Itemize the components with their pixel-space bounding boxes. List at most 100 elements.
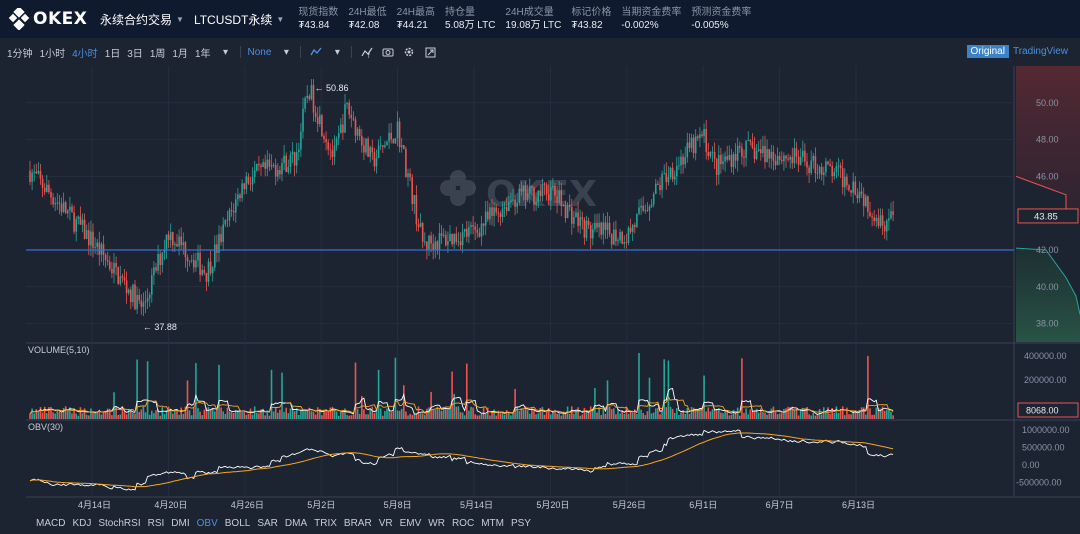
candle-body — [138, 294, 140, 301]
stat-label: 持仓量 — [445, 7, 476, 18]
interval-tab[interactable]: 1小时 — [39, 48, 66, 60]
chart-toolbar: 1分钟 1小时 4小时 1日 3日 1周 1月 1年 ▾ None ▾ ▾ f Origina… — [0, 38, 1080, 66]
chevron-down-icon[interactable]: ▾ — [334, 46, 340, 58]
chart-style-icon[interactable] — [310, 46, 322, 58]
candle-body — [694, 136, 697, 154]
volume-bar — [396, 410, 399, 419]
candle-body — [203, 269, 206, 273]
candle-body — [132, 284, 134, 303]
candle-body — [197, 252, 199, 261]
candle-body — [195, 260, 197, 268]
candle-body — [524, 185, 527, 200]
candle-body — [428, 235, 430, 250]
indicator-tab-dmi[interactable]: DMI — [171, 518, 190, 529]
volume-bar — [102, 411, 105, 419]
indicator-tab-brar[interactable]: BRAR — [343, 518, 372, 529]
volume-bar — [709, 411, 712, 419]
volume-bar — [75, 413, 77, 419]
volume-bar — [127, 410, 130, 419]
indicator-tab-rsi[interactable]: RSI — [147, 518, 165, 529]
candle-body — [888, 218, 890, 221]
indicator-tab-psy[interactable]: PSY — [510, 518, 531, 529]
interval-tab[interactable]: 3日 — [127, 48, 143, 60]
interval-tab[interactable]: 4小时 — [72, 48, 98, 60]
volume-bar — [253, 406, 256, 419]
volume-bar — [604, 413, 607, 419]
indicator-tab-macd[interactable]: MACD — [36, 518, 66, 529]
pair-selector[interactable]: LTCUSDT永续 ▼ — [194, 11, 284, 28]
indicator-tab-kdj[interactable]: KDJ — [72, 518, 92, 529]
indicator-tab-dma[interactable]: DMA — [284, 518, 308, 529]
candle-body — [104, 254, 107, 261]
candle-body — [54, 202, 56, 205]
volume-bar — [69, 407, 71, 419]
gear-icon[interactable] — [403, 46, 415, 58]
candle-body — [398, 121, 401, 148]
view-original-button[interactable]: Original — [966, 45, 1009, 58]
candle-body — [474, 226, 476, 230]
indicator-tab-roc[interactable]: ROC — [451, 518, 475, 529]
candle-body — [514, 199, 516, 207]
volume-bar — [337, 415, 340, 419]
indicators-icon[interactable]: f — [361, 46, 373, 58]
candle-body — [543, 183, 546, 185]
candle-body — [31, 172, 33, 182]
volume-bar — [520, 408, 523, 419]
volume-bar — [589, 406, 592, 419]
indicator-tab-sar[interactable]: SAR — [257, 518, 278, 529]
interval-tab[interactable]: 1分钟 — [7, 48, 33, 60]
indicator-tab-stochrsi[interactable]: StochRSI — [98, 518, 141, 529]
product-type-selector[interactable]: 永续合约交易 ▼ — [100, 11, 184, 28]
candle-body — [844, 176, 846, 188]
indicator-select[interactable]: None — [247, 46, 272, 58]
candle-body — [180, 236, 182, 246]
interval-tab[interactable]: 1年 — [194, 48, 211, 60]
camera-icon[interactable] — [382, 46, 394, 58]
volume-bar — [745, 408, 747, 419]
interval-tab[interactable]: 1日 — [104, 48, 121, 60]
candle-body — [335, 138, 338, 146]
volume-bar — [287, 413, 290, 419]
volume-bar — [510, 415, 512, 419]
indicator-tab-mtm[interactable]: MTM — [481, 518, 504, 529]
volume-bar — [81, 413, 84, 419]
interval-tab[interactable]: 1月 — [172, 48, 188, 60]
volume-bar — [860, 407, 863, 419]
candle-body — [552, 185, 554, 188]
volume-bar — [117, 414, 119, 419]
candle-body — [871, 216, 873, 218]
volume-bar — [329, 407, 332, 419]
volume-bar — [755, 408, 758, 419]
fullscreen-icon[interactable] — [424, 46, 436, 58]
candle-body — [295, 152, 298, 166]
candle-body — [688, 142, 691, 149]
volume-bar — [560, 415, 563, 419]
indicator-tab-trix[interactable]: TRIX — [314, 518, 337, 529]
chevron-down-icon[interactable]: ▾ — [283, 46, 289, 58]
stat-item: 24H最高 ₮44.21 — [397, 6, 435, 32]
indicator-tab-emv[interactable]: EMV — [399, 518, 422, 529]
candle-body — [218, 234, 220, 253]
stat-value: -0.005% — [691, 20, 729, 31]
okex-logo[interactable]: OKEX — [8, 8, 90, 30]
candle-body — [285, 155, 287, 172]
candle-body — [310, 85, 313, 100]
indicator-tab-obv[interactable]: OBV — [196, 518, 218, 529]
indicator-tab-vr[interactable]: VR — [378, 518, 393, 529]
interval-tab[interactable]: 1周 — [149, 48, 166, 60]
chevron-down-icon[interactable]: ▾ — [222, 46, 229, 58]
candle-body — [762, 145, 764, 154]
stat-value: ₮42.08 — [348, 20, 380, 31]
svg-text:f: f — [368, 54, 370, 58]
indicator-tab-wr[interactable]: WR — [428, 518, 445, 529]
indicator-tab-boll[interactable]: BOLL — [224, 518, 251, 529]
candle-body — [314, 112, 317, 118]
view-tradingview-button[interactable]: TradingView — [1012, 46, 1068, 57]
candle-body — [625, 242, 628, 243]
volume-bar — [190, 415, 193, 419]
candle-body — [560, 190, 563, 207]
candle-body — [676, 166, 678, 177]
candle-body — [648, 206, 651, 211]
volume-bar — [111, 415, 113, 419]
